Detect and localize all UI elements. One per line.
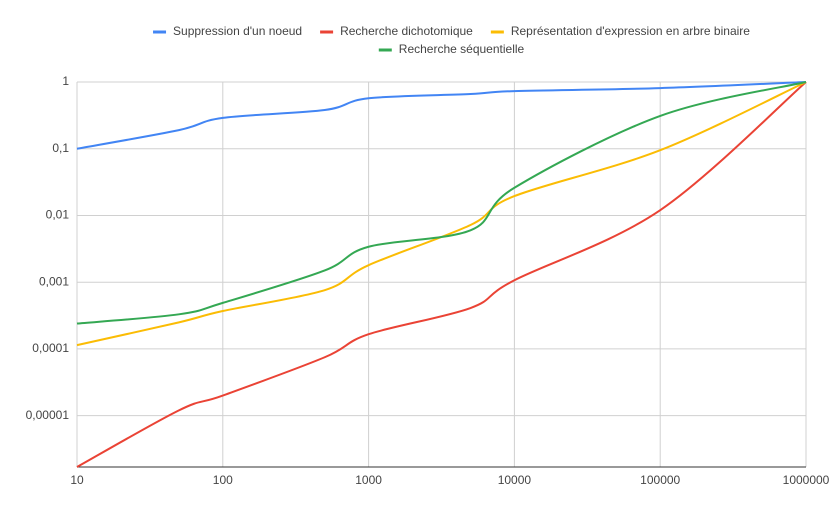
x-tick-label: 100 (213, 473, 233, 487)
legend-label: Suppression d'un noeud (173, 24, 302, 38)
x-tick-label: 100000 (640, 473, 680, 487)
x-tick-label: 1000 (355, 473, 382, 487)
series-line (76, 81, 807, 150)
y-tick-label: 0,0001 (32, 341, 69, 355)
legend-label: Recherche dichotomique (340, 24, 473, 38)
y-tick-label: 0,1 (52, 141, 69, 155)
y-tick-label: 1 (62, 74, 69, 88)
series-line (76, 81, 807, 325)
legend-label: Recherche séquentielle (399, 42, 525, 56)
y-tick-label: 0,01 (46, 208, 70, 222)
y-tick-label: 0,001 (39, 274, 69, 288)
y-tick-label: 0,00001 (26, 408, 70, 422)
x-tick-label: 10 (70, 473, 84, 487)
legend-label: Représentation d'expression en arbre bin… (511, 24, 750, 38)
series-line (76, 81, 807, 347)
x-tick-label: 1000000 (783, 473, 830, 487)
series-line (76, 81, 807, 468)
x-tick-label: 10000 (498, 473, 532, 487)
